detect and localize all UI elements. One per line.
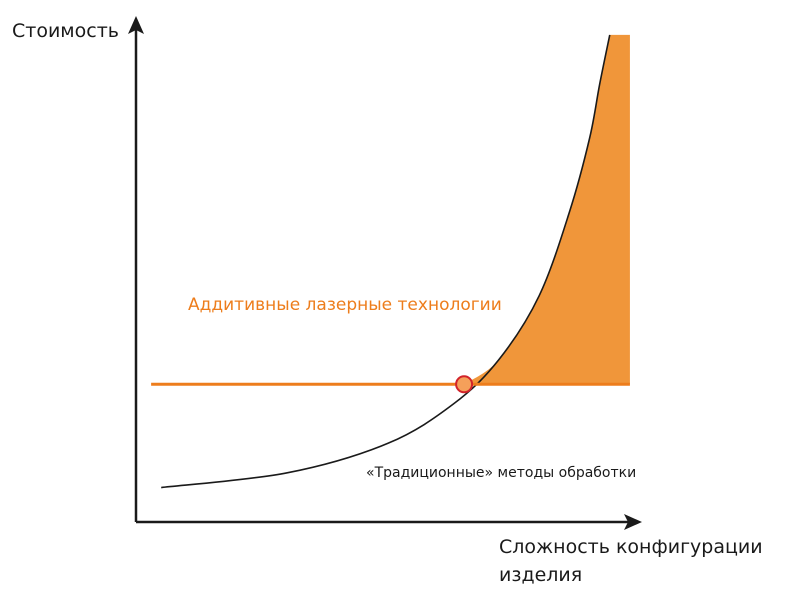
y-axis-label: Стоимость [12,20,119,42]
additive-advantage-area [464,34,630,385]
x-axis-label-line-2: изделия [499,564,582,586]
additive-series-label: Аддитивные лазерные технологии [188,295,502,315]
traditional-methods-curve [161,34,611,489]
x-axis-label-line-1: Сложность конфигурации [499,536,763,558]
intersection-point [455,375,474,394]
x-axis-arrow [624,514,642,530]
y-axis-arrow [128,16,144,34]
traditional-series-label: «Традиционные» методы обработки [366,465,636,481]
